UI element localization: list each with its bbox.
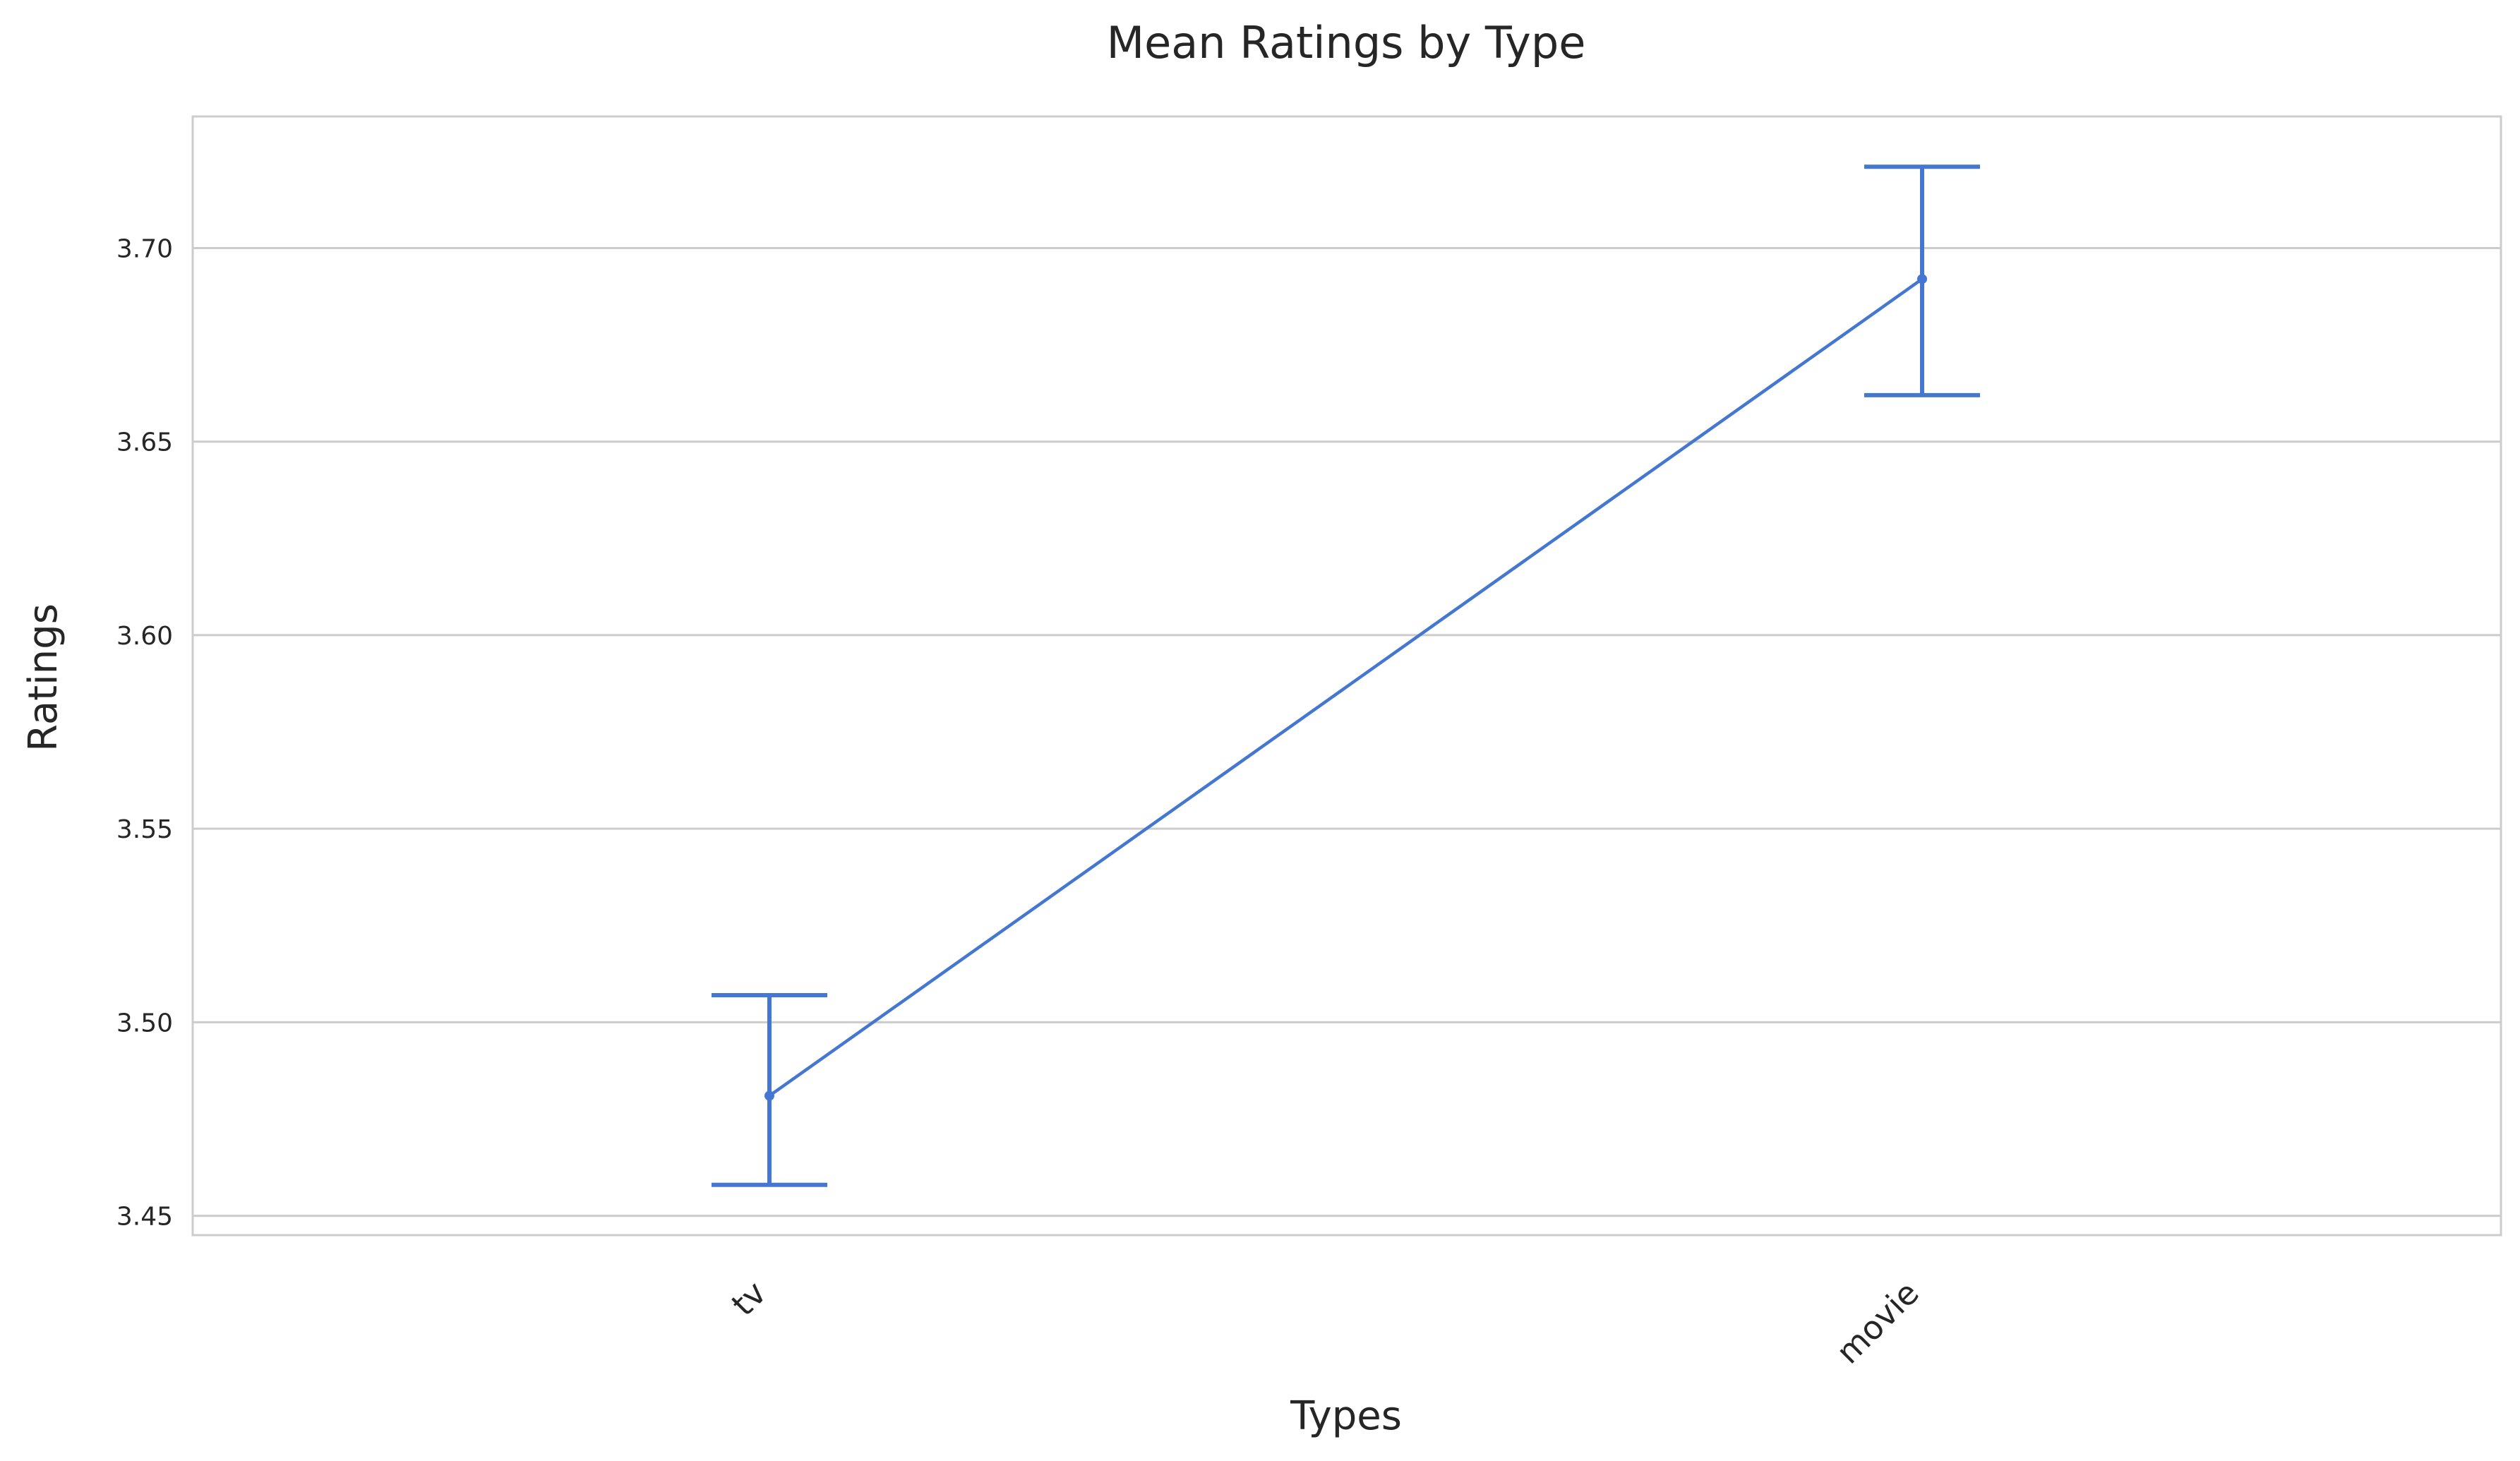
y-tick-labels: 3.45 3.50 3.55 3.60 3.65 3.70 bbox=[116, 234, 173, 1231]
chart-title: Mean Ratings by Type bbox=[1107, 17, 1586, 68]
data-point-movie bbox=[1917, 274, 1927, 284]
y-tick-label: 3.70 bbox=[116, 234, 173, 263]
x-axis-label: Types bbox=[1290, 1393, 1402, 1439]
y-tick-label: 3.65 bbox=[116, 428, 173, 457]
plot-frame bbox=[191, 115, 2502, 1237]
series-line bbox=[768, 277, 1924, 1098]
data-point-tv bbox=[764, 1090, 774, 1101]
series-layer bbox=[712, 164, 1980, 1187]
y-tick-label: 3.55 bbox=[116, 815, 173, 844]
y-tick-label: 3.45 bbox=[116, 1203, 173, 1232]
y-axis-label: Ratings bbox=[20, 603, 66, 752]
y-tick-label: 3.60 bbox=[116, 622, 173, 651]
grid-layer bbox=[193, 246, 2501, 1218]
y-tick-label: 3.50 bbox=[116, 1009, 173, 1038]
